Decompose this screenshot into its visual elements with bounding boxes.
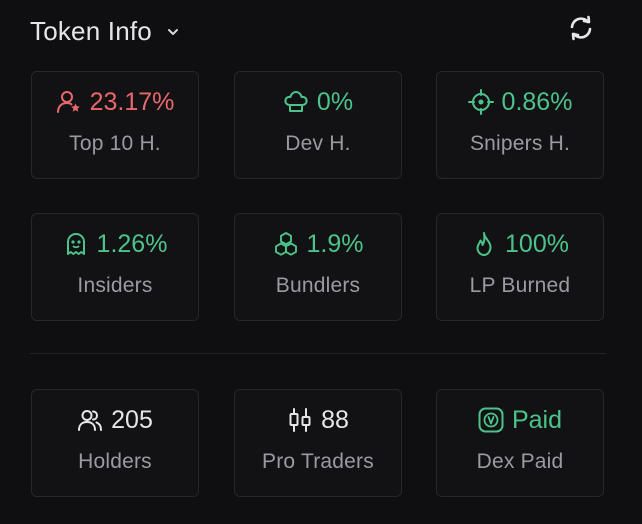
- bundlers-label: Bundlers: [275, 274, 361, 297]
- lp-burned-label: LP Burned: [469, 274, 571, 297]
- flame-icon: [471, 231, 497, 257]
- top10-holders-label: Top 10 H.: [69, 132, 161, 155]
- pro-traders-value: 88: [321, 405, 349, 434]
- insiders-value: 1.26%: [96, 229, 168, 258]
- candlestick-icon: [287, 407, 313, 433]
- token-info-toggle[interactable]: Token Info: [30, 14, 180, 48]
- ghost-icon: [63, 231, 89, 257]
- boxes-icon: [273, 231, 299, 257]
- refresh-icon: [567, 14, 595, 42]
- users-icon: [77, 407, 103, 433]
- crosshair-icon: [467, 89, 494, 115]
- stat-card-lp-burned[interactable]: 100% LP Burned: [436, 213, 604, 321]
- stat-card-insiders[interactable]: 1.26% Insiders: [31, 213, 199, 321]
- insiders-label: Insiders: [77, 274, 153, 297]
- stat-card-dev-holdings[interactable]: 0% Dev H.: [234, 71, 402, 179]
- snipers-holdings-value: 0.86%: [501, 87, 573, 116]
- chevron-down-icon: [166, 25, 180, 39]
- stat-card-top10-holders[interactable]: 23.17% Top 10 H.: [31, 71, 199, 179]
- stat-card-bundlers[interactable]: 1.9% Bundlers: [234, 213, 402, 321]
- stat-card-pro-traders[interactable]: 88 Pro Traders: [234, 389, 402, 497]
- dev-holdings-value: 0%: [316, 87, 354, 116]
- refresh-button[interactable]: [565, 12, 597, 44]
- dex-badge-icon: [478, 407, 504, 433]
- snipers-holdings-label: Snipers H.: [469, 132, 571, 155]
- stat-card-dex-paid[interactable]: Paid Dex Paid: [436, 389, 604, 497]
- lp-burned-value: 100%: [505, 229, 569, 258]
- pro-traders-label: Pro Traders: [262, 450, 374, 473]
- section-divider: [30, 353, 606, 354]
- holders-label: Holders: [78, 450, 152, 473]
- bundlers-value: 1.9%: [306, 229, 364, 258]
- stat-card-snipers-holdings[interactable]: 0.86% Snipers H.: [436, 71, 604, 179]
- holders-value: 205: [111, 405, 153, 434]
- panel-title: Token Info: [30, 15, 152, 46]
- top10-holders-value: 23.17%: [89, 87, 175, 116]
- dev-holdings-label: Dev H.: [285, 132, 351, 155]
- chef-hat-icon: [283, 89, 309, 115]
- stat-card-holders[interactable]: 205 Holders: [31, 389, 199, 497]
- dex-paid-label: Dex Paid: [476, 450, 564, 473]
- dex-paid-value: Paid: [511, 405, 563, 434]
- user-star-icon: [56, 89, 82, 115]
